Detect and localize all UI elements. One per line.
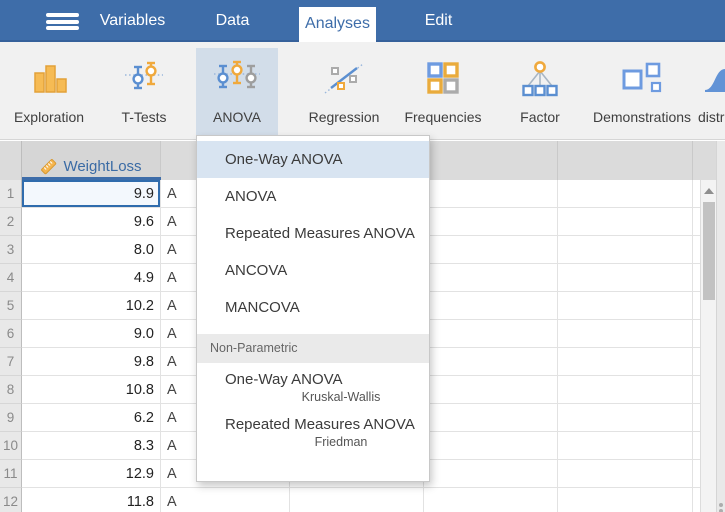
ribbon-button-frequencies[interactable]: Frequencies (398, 48, 488, 135)
column-header-empty (693, 141, 716, 180)
analyses-ribbon: Exploration T-Tests (0, 42, 725, 140)
cell-weightloss[interactable]: 6.2 (22, 404, 161, 432)
splitter-grip-dot (719, 503, 723, 507)
ribbon-button-regression[interactable]: Regression (296, 48, 392, 135)
column-header-empty[interactable] (424, 141, 558, 180)
cell-weightloss[interactable]: 11.8 (22, 488, 161, 512)
tab-edit[interactable]: Edit (424, 12, 453, 29)
menu-item-one-way-anova[interactable]: One-Way ANOVA (197, 141, 429, 178)
t-tests-icon (124, 48, 164, 109)
cell-weightloss[interactable]: 4.9 (22, 264, 161, 292)
menu-item-anova[interactable]: ANOVA (225, 188, 277, 205)
menu-item-subtitle: Friedman (314, 435, 368, 449)
regression-icon (323, 48, 365, 109)
menu-section-non-parametric: Non-Parametric (197, 334, 429, 363)
cell-group[interactable]: A (161, 488, 290, 512)
row-number[interactable]: 10 (0, 432, 22, 460)
header-corner[interactable] (0, 141, 22, 180)
anova-dropdown-menu: One-Way ANOVA ANOVA Repeated Measures AN… (196, 135, 430, 482)
column-header-weightloss[interactable]: WeightLoss (22, 141, 161, 180)
row-number[interactable]: 8 (0, 376, 22, 404)
factor-icon (520, 48, 560, 109)
cell-weightloss[interactable]: 8.3 (22, 432, 161, 460)
tab-variables[interactable]: Variables (99, 12, 166, 29)
top-menu-bar: Variables Data Analyses Edit (0, 0, 725, 42)
menu-item-mancova[interactable]: MANCOVA (225, 299, 300, 316)
row-number[interactable]: 5 (0, 292, 22, 320)
ribbon-button-demonstrations[interactable]: Demonstrations (586, 48, 698, 135)
row-number[interactable]: 3 (0, 236, 22, 264)
menu-item-title: One-Way ANOVA (225, 371, 343, 388)
data-rows: 1 9.9 A 2 9.6 A 3 8.0 A 4 4.9 A 5 10.2 A 6 9.0 A 7 9.… (0, 180, 716, 512)
ribbon-label: ANOVA (213, 109, 261, 125)
ribbon-button-t-tests[interactable]: T-Tests (100, 48, 188, 135)
tab-analyses[interactable]: Analyses (299, 7, 376, 42)
ribbon-button-exploration[interactable]: Exploration (4, 48, 94, 135)
demonstrations-icon (619, 48, 665, 109)
ribbon-label: T-Tests (121, 109, 167, 125)
row-number[interactable]: 4 (0, 264, 22, 292)
ribbon-label: Demonstrations (592, 109, 692, 125)
cell-weightloss[interactable]: 9.9 (22, 180, 161, 208)
menu-item-ancova[interactable]: ANCOVA (225, 262, 288, 279)
cell-weightloss[interactable]: 10.2 (22, 292, 161, 320)
ribbon-label: Exploration (13, 109, 85, 125)
ribbon-label: Frequencies (404, 109, 482, 125)
distribution-curve-icon (694, 48, 725, 109)
ribbon-label: Factor (520, 109, 560, 125)
cell-weightloss[interactable]: 9.8 (22, 348, 161, 376)
menu-item-friedman[interactable]: Repeated Measures ANOVA Friedman (197, 408, 429, 453)
cell-weightloss[interactable]: 8.0 (22, 236, 161, 264)
bar-chart-icon (30, 48, 68, 109)
ribbon-button-anova[interactable]: ANOVA (196, 48, 278, 135)
ribbon-button-factor[interactable]: Factor (498, 48, 582, 135)
selected-column-underline (22, 177, 161, 180)
row-number[interactable]: 9 (0, 404, 22, 432)
table-row[interactable]: 12 11.8 A (0, 488, 716, 512)
cell-weightloss[interactable]: 10.8 (22, 376, 161, 404)
scroll-up-arrow-icon[interactable] (704, 188, 714, 194)
pane-splitter[interactable] (716, 141, 725, 512)
row-number[interactable]: 11 (0, 460, 22, 488)
vertical-scrollbar[interactable] (700, 180, 716, 512)
row-number[interactable]: 1 (0, 180, 22, 208)
menu-item-repeated-measures-anova[interactable]: Repeated Measures ANOVA (225, 225, 415, 242)
row-number[interactable]: 7 (0, 348, 22, 376)
cell-weightloss[interactable]: 12.9 (22, 460, 161, 488)
cell-weightloss[interactable]: 9.0 (22, 320, 161, 348)
row-number[interactable]: 6 (0, 320, 22, 348)
continuous-ruler-icon (41, 159, 57, 175)
anova-icon (214, 48, 260, 109)
row-number[interactable]: 2 (0, 208, 22, 236)
ribbon-label: distr (698, 109, 725, 125)
hamburger-menu-icon[interactable] (46, 13, 79, 30)
ribbon-label: Regression (308, 109, 380, 125)
frequencies-icon (425, 48, 461, 109)
menu-item-kruskal-wallis[interactable]: One-Way ANOVA Kruskal-Wallis (197, 363, 429, 408)
table-row[interactable]: 11 12.9 A (0, 460, 716, 488)
table-row[interactable]: 7 9.8 A (0, 348, 716, 376)
table-row[interactable]: 1 9.9 A (0, 180, 716, 208)
column-header-empty[interactable] (558, 141, 693, 180)
column-name: WeightLoss (63, 158, 142, 175)
menu-item-title: Repeated Measures ANOVA (225, 416, 415, 433)
tab-data[interactable]: Data (215, 12, 250, 29)
splitter-grip-dot (719, 509, 723, 512)
row-number[interactable]: 12 (0, 488, 22, 512)
ribbon-button-distraction[interactable]: distr (694, 48, 725, 135)
scrollbar-thumb[interactable] (703, 202, 715, 300)
cell-weightloss[interactable]: 9.6 (22, 208, 161, 236)
table-row[interactable]: 10 8.3 A (0, 432, 716, 460)
menu-item-subtitle: Kruskal-Wallis (301, 390, 381, 404)
